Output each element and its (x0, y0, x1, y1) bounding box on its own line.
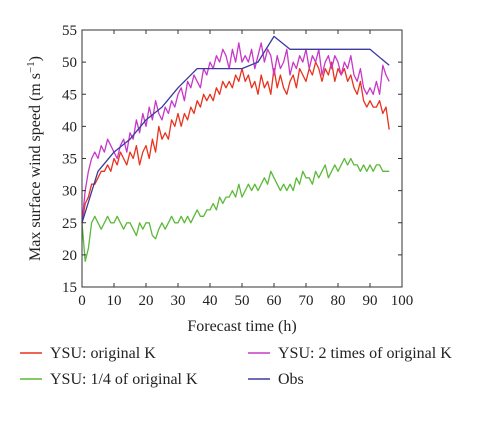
x-tick-label: 30 (171, 293, 186, 309)
series-line-green (81, 157, 390, 262)
x-tick-label: 40 (203, 293, 218, 309)
legend-label: YSU: original K (50, 345, 156, 362)
x-tick-label: 80 (331, 293, 346, 309)
x-tick-label: 100 (391, 293, 414, 309)
plot-lines (81, 35, 390, 262)
x-tick-label: 90 (363, 293, 378, 309)
x-tick-label: 50 (235, 293, 250, 309)
y-axis-label-main: Max surface wind speed (m s (27, 73, 44, 261)
legend-label: YSU: 1/4 of original K (50, 371, 198, 388)
y-tick-label: 45 (62, 87, 77, 103)
x-tick-label: 10 (107, 293, 122, 309)
legend-item: YSU: original K (20, 345, 156, 362)
legend-label: YSU: 2 times of original K (278, 345, 452, 362)
y-tick-label: 20 (62, 248, 77, 264)
series-line-magenta (81, 42, 390, 223)
y-axis-label-close: ) (27, 56, 44, 61)
series-line-red (81, 61, 390, 223)
legend-item: YSU: 1/4 of original K (20, 371, 198, 388)
y-axis-label: Max surface wind speed (m s−1) (25, 56, 44, 261)
y-tick-label: 15 (62, 280, 77, 296)
y-tick-label: 50 (62, 55, 77, 71)
y-axis-label-superscript: −1 (25, 61, 37, 73)
x-tick-label: 20 (139, 293, 154, 309)
x-axis-label: Forecast time (h) (187, 318, 296, 335)
x-tick-label: 60 (267, 293, 282, 309)
x-axis-ticks: 0 10 20 30 40 50 60 70 80 90 100 (78, 30, 413, 309)
series-line-blue (81, 35, 390, 223)
x-tick-label: 0 (78, 293, 86, 309)
legend: YSU: original K YSU: 2 times of original … (20, 345, 452, 388)
y-tick-label: 40 (62, 119, 77, 135)
x-tick-label: 70 (299, 293, 314, 309)
y-tick-label: 55 (62, 23, 77, 39)
y-tick-label: 30 (62, 184, 77, 200)
y-tick-label: 25 (62, 216, 77, 232)
y-axis-ticks: 15 20 25 30 35 40 45 50 55 (62, 23, 402, 296)
legend-item: YSU: 2 times of original K (248, 345, 452, 362)
legend-label: Obs (278, 371, 304, 388)
y-tick-label: 35 (62, 152, 77, 168)
legend-item: Obs (248, 371, 304, 388)
